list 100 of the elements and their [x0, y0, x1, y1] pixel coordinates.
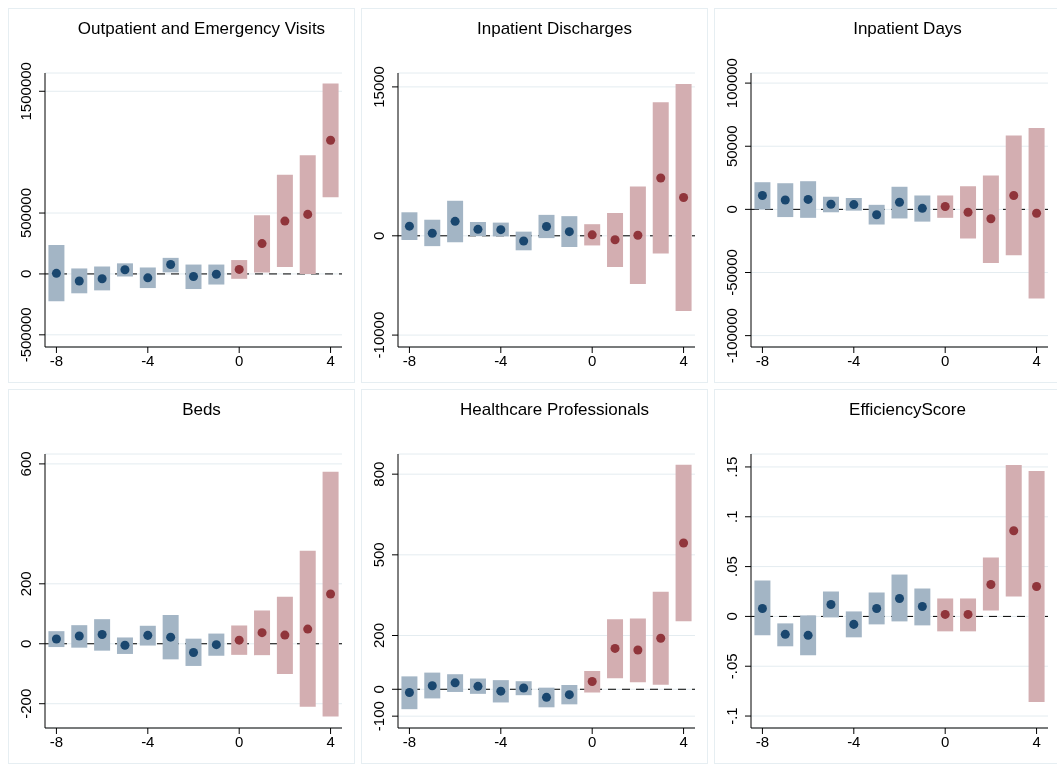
- y-tick-label: -100000: [723, 308, 740, 364]
- point: [849, 619, 859, 629]
- x-tick-label: -4: [141, 732, 155, 750]
- x-tick-label: -8: [755, 732, 770, 750]
- y-tick-label: 0: [370, 231, 387, 240]
- point: [849, 200, 859, 210]
- point: [143, 273, 153, 283]
- point: [143, 630, 153, 640]
- point: [872, 603, 882, 613]
- point: [74, 631, 84, 641]
- point: [303, 624, 313, 634]
- y-tick-label: 800: [370, 461, 387, 487]
- point: [1009, 190, 1019, 200]
- x-tick-label: 0: [588, 732, 597, 750]
- chart-title: Inpatient Days: [853, 19, 962, 40]
- x-tick-label: 4: [1032, 732, 1041, 750]
- point: [564, 690, 574, 700]
- point: [519, 236, 529, 246]
- x-tick-label: 4: [679, 732, 688, 750]
- x-tick-label: -4: [141, 351, 155, 369]
- y-tick-label: 1500000: [17, 62, 34, 121]
- y-tick-label: -500000: [17, 307, 34, 363]
- chart-title: Healthcare Professionals: [460, 400, 649, 421]
- x-tick-label: 4: [326, 732, 335, 750]
- x-tick-label: -8: [402, 732, 417, 750]
- point: [404, 688, 414, 698]
- point: [1032, 582, 1042, 592]
- point: [404, 221, 414, 231]
- point: [303, 209, 313, 219]
- y-tick-label: 500000: [17, 188, 34, 239]
- x-tick-label: 0: [235, 732, 244, 750]
- point: [120, 265, 130, 275]
- x-tick-label: -4: [847, 732, 861, 750]
- y-tick-label: 50000: [723, 125, 740, 168]
- x-tick-label: 0: [941, 732, 950, 750]
- y-tick-label: 200: [17, 571, 34, 597]
- point: [679, 538, 689, 548]
- point: [326, 135, 336, 145]
- point: [986, 214, 996, 224]
- x-tick-label: -8: [755, 351, 770, 369]
- point: [234, 635, 244, 645]
- y-tick-label: 0: [17, 639, 34, 648]
- chart-title: Inpatient Discharges: [477, 19, 632, 40]
- point: [519, 683, 529, 693]
- point: [917, 203, 927, 213]
- point: [940, 201, 950, 211]
- point: [211, 269, 221, 279]
- point: [280, 630, 290, 640]
- point: [211, 640, 221, 650]
- point: [427, 681, 437, 691]
- point: [51, 634, 61, 644]
- point: [780, 195, 790, 205]
- point: [280, 216, 290, 226]
- chart-title: Outpatient and Emergency Visits: [77, 19, 326, 40]
- point: [610, 235, 620, 245]
- point: [940, 609, 950, 619]
- x-tick-label: -4: [494, 351, 508, 369]
- x-tick-label: 4: [679, 351, 688, 369]
- point: [1009, 526, 1019, 536]
- point: [894, 197, 905, 207]
- point: [633, 645, 643, 655]
- y-tick-label: -100: [370, 701, 387, 732]
- point: [326, 589, 336, 599]
- point: [97, 274, 107, 284]
- point: [51, 268, 61, 278]
- point: [610, 643, 620, 653]
- x-tick-label: -8: [402, 351, 417, 369]
- y-tick-label: .05: [723, 556, 740, 578]
- y-tick-label: 0: [723, 612, 740, 621]
- point: [74, 276, 84, 286]
- point: [633, 230, 643, 240]
- point: [986, 580, 996, 590]
- chart-title: EfficiencyScore: [849, 400, 966, 421]
- point: [803, 630, 813, 640]
- x-tick-label: -4: [847, 351, 861, 369]
- point: [450, 678, 460, 688]
- point: [541, 692, 552, 702]
- y-tick-label: 600: [17, 451, 34, 477]
- point: [166, 260, 176, 270]
- y-tick-label: 15000: [370, 66, 387, 108]
- point: [188, 647, 199, 657]
- y-tick-label: -200: [17, 688, 34, 719]
- point: [917, 601, 927, 611]
- point: [826, 599, 836, 609]
- point: [166, 632, 176, 642]
- x-tick-label: -4: [494, 732, 508, 750]
- point: [188, 271, 199, 281]
- point: [803, 194, 813, 204]
- y-tick-label: 0: [723, 205, 740, 214]
- point: [963, 609, 973, 619]
- x-tick-label: -8: [49, 732, 64, 750]
- x-tick-label: 0: [235, 351, 244, 369]
- point: [257, 628, 267, 638]
- point: [97, 629, 107, 639]
- y-tick-label: 500: [370, 542, 387, 568]
- point: [872, 210, 882, 220]
- point: [656, 633, 666, 643]
- point: [757, 603, 767, 613]
- point: [963, 207, 973, 217]
- y-tick-label: 0: [370, 685, 387, 694]
